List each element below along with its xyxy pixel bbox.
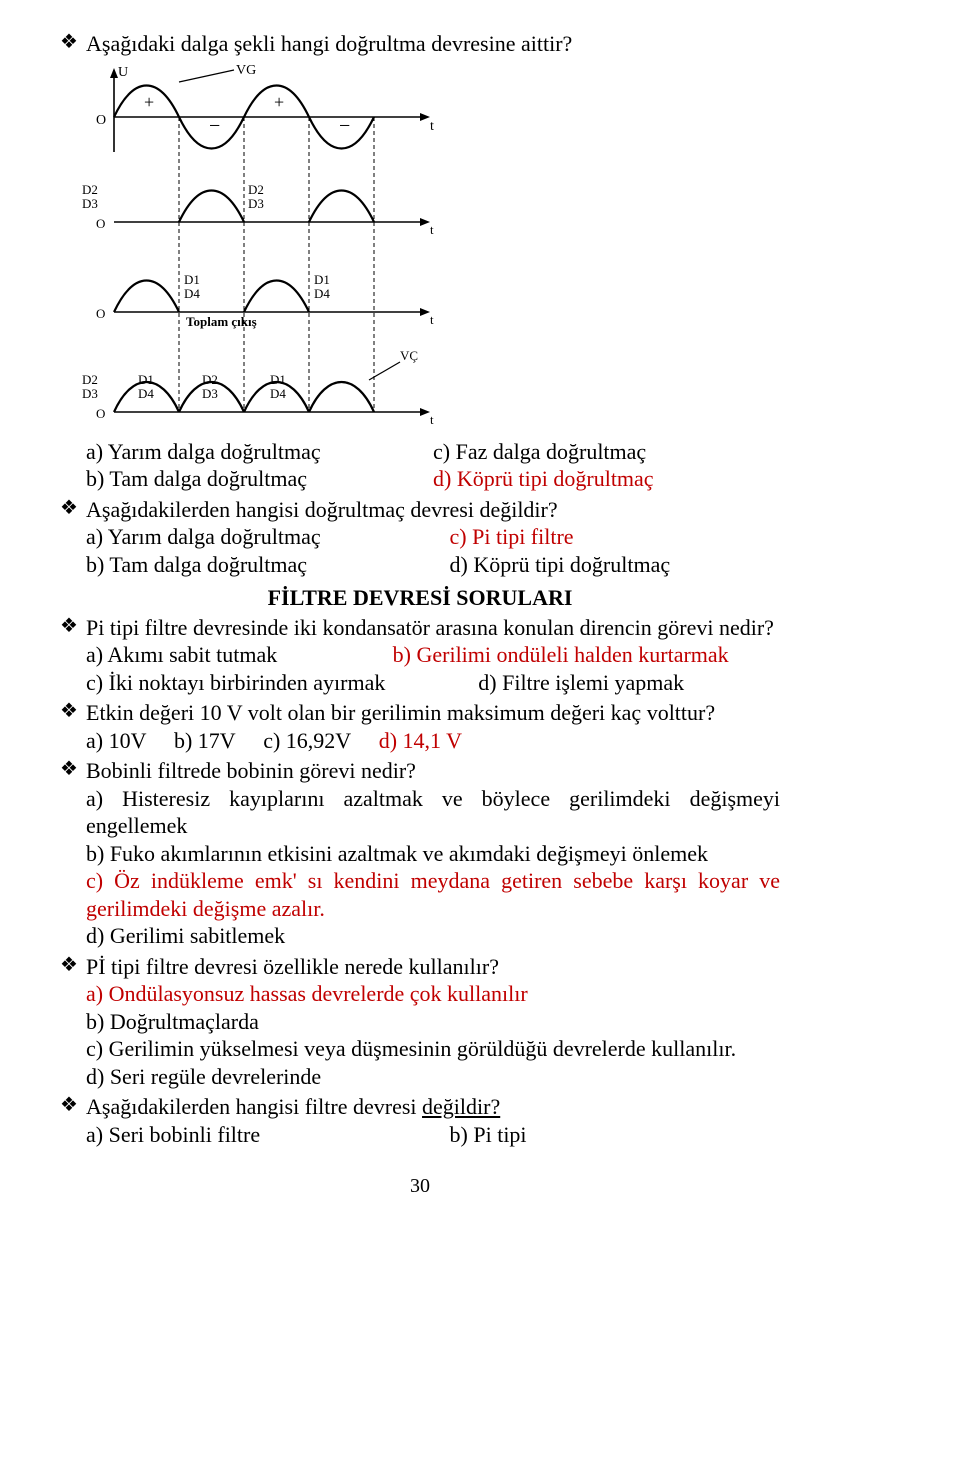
bullet-icon: ❖ bbox=[60, 614, 86, 639]
q1-text: Aşağıdaki dalga şekli hangi doğrultma de… bbox=[86, 30, 780, 58]
q1-opts: a) Yarım dalga doğrultmaç c) Faz dalga d… bbox=[86, 438, 780, 493]
svg-text:D4: D4 bbox=[314, 286, 330, 301]
svg-text:t: t bbox=[430, 412, 434, 427]
q5: Bobinli filtrede bobinin görevi nedir? a… bbox=[86, 757, 780, 950]
section-heading: FİLTRE DEVRESİ SORULARI bbox=[60, 584, 780, 612]
q3: Pi tipi filtre devresinde iki kondansatö… bbox=[86, 614, 780, 697]
svg-text:D3: D3 bbox=[82, 386, 98, 401]
svg-text:VÇ: VÇ bbox=[400, 348, 418, 363]
svg-text:D3: D3 bbox=[248, 196, 264, 211]
q6: Pİ tipi filtre devresi özellikle nerede … bbox=[86, 953, 780, 1091]
page-number: 30 bbox=[60, 1174, 780, 1199]
q7: Aşağıdakilerden hangisi filtre devresi d… bbox=[86, 1093, 780, 1148]
svg-text:t: t bbox=[430, 312, 434, 327]
svg-text:t: t bbox=[430, 119, 434, 134]
svg-text:O: O bbox=[96, 216, 105, 231]
svg-text:t: t bbox=[430, 222, 434, 237]
svg-text:D2: D2 bbox=[248, 182, 264, 197]
svg-text:D1: D1 bbox=[270, 372, 286, 387]
svg-text:Toplam çıkış: Toplam çıkış bbox=[186, 314, 257, 329]
svg-text:−: − bbox=[209, 115, 220, 137]
bullet-icon: ❖ bbox=[60, 953, 86, 978]
svg-text:D3: D3 bbox=[202, 386, 218, 401]
svg-text:D4: D4 bbox=[270, 386, 286, 401]
svg-text:D2: D2 bbox=[82, 182, 98, 197]
svg-text:−: − bbox=[339, 115, 350, 137]
svg-text:VG: VG bbox=[236, 63, 256, 78]
svg-text:O: O bbox=[96, 306, 105, 321]
svg-text:D4: D4 bbox=[184, 286, 200, 301]
bullet-icon: ❖ bbox=[60, 699, 86, 724]
q4: Etkin değeri 10 V volt olan bir gerilimi… bbox=[86, 699, 780, 754]
bullet-icon: ❖ bbox=[60, 496, 86, 521]
svg-text:D1: D1 bbox=[138, 372, 154, 387]
svg-text:U: U bbox=[118, 65, 128, 80]
svg-text:D2: D2 bbox=[202, 372, 218, 387]
q2: Aşağıdakilerden hangisi doğrultmaç devre… bbox=[86, 496, 780, 579]
svg-text:D2: D2 bbox=[82, 372, 98, 387]
bullet-icon: ❖ bbox=[60, 1093, 86, 1118]
svg-text:O: O bbox=[96, 406, 105, 421]
svg-text:D1: D1 bbox=[314, 272, 330, 287]
bullet-icon: ❖ bbox=[60, 30, 86, 55]
svg-text:D3: D3 bbox=[82, 196, 98, 211]
svg-text:D1: D1 bbox=[184, 272, 200, 287]
svg-text:+: + bbox=[144, 92, 154, 112]
bullet-icon: ❖ bbox=[60, 757, 86, 782]
svg-text:O: O bbox=[96, 113, 106, 128]
svg-text:+: + bbox=[274, 92, 284, 112]
svg-text:D4: D4 bbox=[138, 386, 154, 401]
waveform-diagram: O U t VG + + − − bbox=[74, 62, 780, 432]
